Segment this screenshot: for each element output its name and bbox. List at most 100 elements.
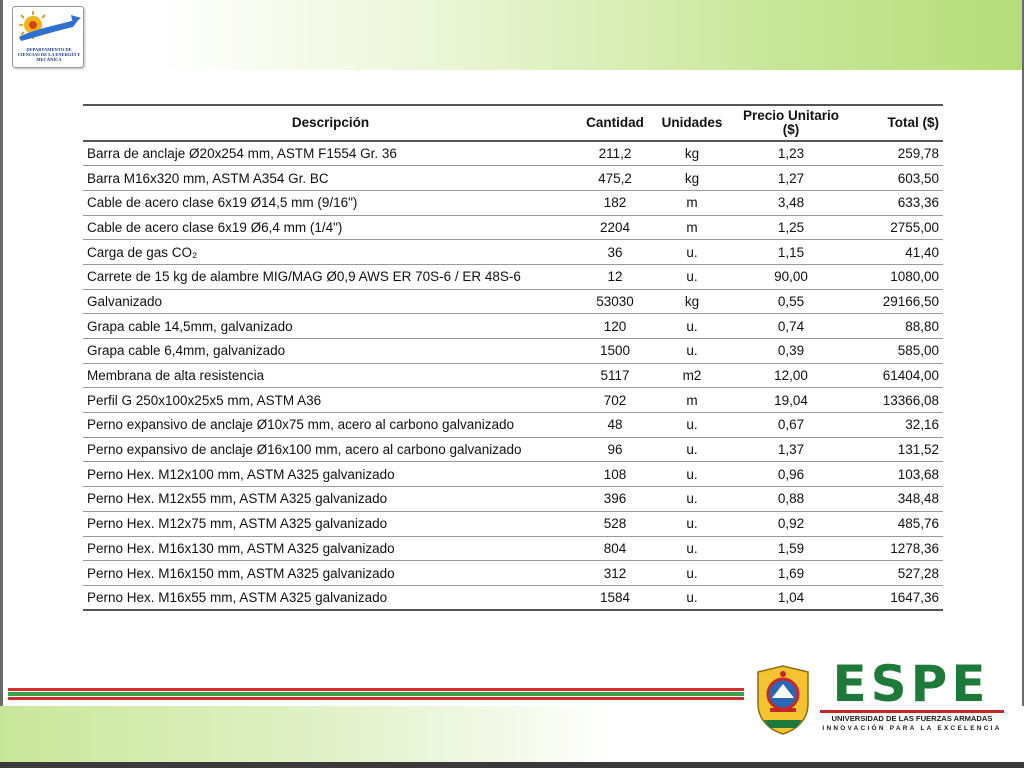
table-row: Perno Hex. M12x55 mm, ASTM A325 galvaniz… (83, 486, 943, 512)
cell-unit-price: 0,55 (732, 289, 850, 315)
cell-quantity: 312 (578, 560, 652, 586)
cell-total: 1647,36 (850, 585, 943, 612)
cell-unit-price: 19,04 (732, 387, 850, 414)
cell-units: u. (652, 239, 732, 265)
cell-total: 32,16 (850, 412, 943, 438)
cell-total: 103,68 (850, 461, 943, 488)
cell-quantity: 53030 (578, 289, 652, 315)
cell-quantity: 108 (578, 461, 652, 488)
cell-unit-price: 0,96 (732, 461, 850, 488)
cell-total: 633,36 (850, 190, 943, 216)
column-header-total: Total ($) (850, 104, 943, 142)
cell-quantity: 120 (578, 313, 652, 339)
cell-quantity: 36 (578, 239, 652, 265)
table-row: Carga de gas CO₂ 36 u. 1,15 41,40 (83, 239, 943, 265)
cell-description: Perfil G 250x100x25x5 mm, ASTM A36 (83, 387, 578, 414)
cell-units: m2 (652, 363, 732, 389)
espe-red-rule (820, 710, 1004, 713)
cell-quantity: 5117 (578, 363, 652, 389)
cell-units: u. (652, 264, 732, 290)
cell-units: u. (652, 412, 732, 438)
cell-total: 2755,00 (850, 215, 943, 241)
top-green-band (0, 0, 1024, 70)
cell-total: 131,52 (850, 437, 943, 463)
cell-unit-price: 90,00 (732, 264, 850, 290)
cell-description: Perno expansivo de anclaje Ø10x75 mm, ac… (83, 412, 578, 438)
footer-stripe-green (8, 692, 744, 696)
cell-units: u. (652, 560, 732, 586)
cell-unit-price: 1,25 (732, 215, 850, 241)
espe-wordmark: ESPE (832, 655, 990, 713)
university-motto: INNOVACIÓN PARA LA EXCELENCIA (822, 725, 1002, 732)
espe-brand-block: ESPE UNIVERSIDAD DE LAS FUERZAS ARMADAS … (748, 655, 1010, 738)
cell-description: Galvanizado (83, 289, 578, 315)
table-row: Perno expansivo de anclaje Ø10x75 mm, ac… (83, 412, 943, 438)
cell-total: 585,00 (850, 338, 943, 364)
cell-description: Grapa cable 14,5mm, galvanizado (83, 313, 578, 339)
cell-units: kg (652, 141, 732, 167)
table-row: Perno Hex. M16x150 mm, ASTM A325 galvani… (83, 560, 943, 586)
cell-quantity: 804 (578, 536, 652, 562)
department-emblem-icon (19, 11, 81, 41)
cell-description: Perno Hex. M12x75 mm, ASTM A325 galvaniz… (83, 511, 578, 537)
cell-description: Perno Hex. M12x100 mm, ASTM A325 galvani… (83, 461, 578, 488)
cell-quantity: 702 (578, 387, 652, 414)
cell-units: u. (652, 338, 732, 364)
department-logo: DEPARTAMENTO DE CIENCIAS DE LA ENERGÍA Y… (12, 6, 84, 68)
cell-total: 1080,00 (850, 264, 943, 290)
cell-total: 527,28 (850, 560, 943, 586)
cell-total: 88,80 (850, 313, 943, 339)
table-row: Cable de acero clase 6x19 Ø6,4 mm (1/4")… (83, 215, 943, 241)
table-row: Carrete de 15 kg de alambre MIG/MAG Ø0,9… (83, 264, 943, 290)
cell-units: u. (652, 461, 732, 488)
table-row: Barra M16x320 mm, ASTM A354 Gr. BC 475,2 k… (83, 165, 943, 191)
department-logo-text: DEPARTAMENTO DE CIENCIAS DE LA ENERGÍA Y… (17, 47, 81, 62)
cell-units: kg (652, 165, 732, 191)
cell-description: Barra de anclaje Ø20x254 mm, ASTM F1554 … (83, 141, 578, 167)
cell-unit-price: 1,27 (732, 165, 850, 191)
university-name: UNIVERSIDAD DE LAS FUERZAS ARMADAS (831, 714, 993, 723)
column-header-quantity: Cantidad (578, 104, 652, 142)
table-row: Perno Hex. M12x100 mm, ASTM A325 galvani… (83, 461, 943, 488)
cell-unit-price: 1,69 (732, 560, 850, 586)
cell-total: 603,50 (850, 165, 943, 191)
table-row: Perno Hex. M16x130 mm, ASTM A325 galvani… (83, 536, 943, 562)
cell-units: u. (652, 313, 732, 339)
cell-unit-price: 1,37 (732, 437, 850, 463)
cell-unit-price: 1,59 (732, 536, 850, 562)
unit-price-header-line2: ($) (782, 122, 800, 137)
table-row: Barra de anclaje Ø20x254 mm, ASTM F1554 … (83, 141, 943, 167)
cell-unit-price: 0,39 (732, 338, 850, 364)
cell-units: u. (652, 585, 732, 612)
cell-units: u. (652, 486, 732, 512)
cell-unit-price: 0,88 (732, 486, 850, 512)
cell-total: 41,40 (850, 239, 943, 265)
footer-stripe-red-top (8, 688, 744, 691)
cell-total: 61404,00 (850, 363, 943, 389)
cell-description: Barra M16x320 mm, ASTM A354 Gr. BC (83, 165, 578, 191)
cell-unit-price: 0,92 (732, 511, 850, 537)
cell-description: Perno Hex. M12x55 mm, ASTM A325 galvaniz… (83, 486, 578, 512)
cell-units: m (652, 190, 732, 216)
cell-quantity: 96 (578, 437, 652, 463)
cell-unit-price: 1,15 (732, 239, 850, 265)
unit-price-header-line1: Precio Unitario (742, 108, 840, 123)
cell-unit-price: 0,67 (732, 412, 850, 438)
cell-units: kg (652, 289, 732, 315)
column-header-units: Unidades (652, 104, 732, 142)
table-header-row: Descripción Cantidad Unidades Precio Uni… (83, 104, 943, 142)
slide-bottom-border (0, 762, 1024, 768)
cell-description: Carrete de 15 kg de alambre MIG/MAG Ø0,9… (83, 264, 578, 290)
cell-description: Perno Hex. M16x55 mm, ASTM A325 galvaniz… (83, 585, 578, 612)
cell-description: Cable de acero clase 6x19 Ø6,4 mm (1/4") (83, 215, 578, 241)
table-row: Membrana de alta resistencia 5117 m2 12,00 6… (83, 363, 943, 389)
cell-units: u. (652, 536, 732, 562)
cell-description: Cable de acero clase 6x19 Ø14,5 mm (9/16… (83, 190, 578, 216)
footer-stripes (8, 688, 744, 704)
cell-units: u. (652, 437, 732, 463)
table-row: Perno expansivo de anclaje Ø16x100 mm, a… (83, 437, 943, 463)
table-body: Barra de anclaje Ø20x254 mm, ASTM F1554 … (83, 141, 943, 612)
cell-description: Perno Hex. M16x130 mm, ASTM A325 galvani… (83, 536, 578, 562)
cell-total: 485,76 (850, 511, 943, 537)
cell-quantity: 48 (578, 412, 652, 438)
